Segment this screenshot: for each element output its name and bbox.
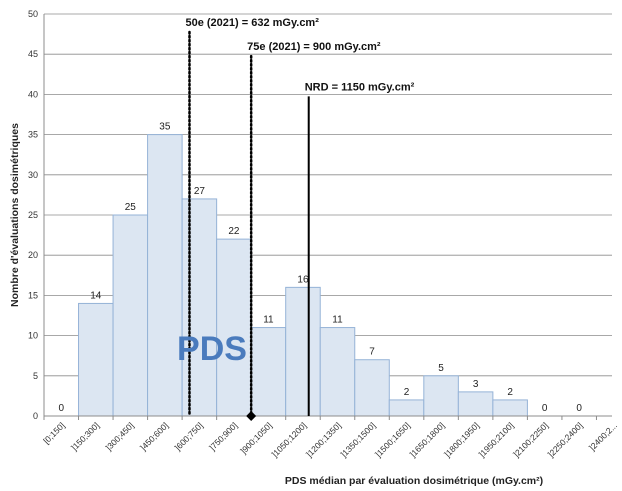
- bar: [112, 214, 149, 417]
- y-tick-label: 25: [28, 210, 38, 220]
- x-tick-label: ]450;600]: [138, 420, 170, 452]
- data-label: 0: [542, 403, 548, 414]
- x-tick-label: ]150;300]: [69, 420, 101, 452]
- bar: [147, 134, 183, 417]
- x-tick-label: ]600;750]: [173, 420, 205, 452]
- data-label: 2: [507, 387, 513, 398]
- x-tick-label: ]2400;2...: [587, 420, 619, 452]
- reference-label: NRD = 1150 mGy.cm²: [305, 81, 415, 93]
- y-tick-label: 40: [28, 89, 38, 99]
- data-label: 3: [473, 379, 479, 390]
- x-tick-label: ]900;1050]: [238, 420, 273, 455]
- x-tick-label: ]1050;1200]: [270, 420, 309, 459]
- reference-label: 75e (2021) = 900 mGy.cm²: [247, 41, 381, 53]
- bar: [354, 359, 390, 417]
- data-label: 16: [297, 274, 309, 285]
- data-label: 0: [576, 403, 582, 414]
- overlay-text: PDS: [177, 330, 247, 368]
- y-tick-label: 15: [28, 290, 38, 300]
- x-tick-label: ]2250;2400]: [546, 420, 585, 459]
- data-label: 35: [159, 122, 171, 133]
- data-label: 11: [332, 315, 343, 326]
- x-tick-label: ]1950;2100]: [477, 420, 516, 459]
- bar: [457, 391, 494, 417]
- y-tick-label: 0: [33, 411, 38, 421]
- x-tick-label: ]1350;1500]: [339, 420, 378, 459]
- data-label: 14: [90, 290, 102, 301]
- x-tick-label: ]1500;1650]: [373, 420, 412, 459]
- x-tick-label: ]2100;2250]: [511, 420, 550, 459]
- x-tick-label: ]1200;1350]: [304, 420, 343, 459]
- bar: [319, 327, 356, 417]
- bar: [181, 198, 218, 417]
- bar: [423, 375, 459, 417]
- x-tick-label: ]1650;1800]: [408, 420, 447, 459]
- y-tick-label: 10: [28, 331, 38, 341]
- diamond-marker: [246, 411, 257, 421]
- data-label: 7: [369, 347, 375, 358]
- bar: [492, 399, 528, 417]
- reference-label: 50e (2021) = 632 mGy.cm²: [185, 17, 319, 29]
- x-tick-label: ]1800;1950]: [442, 420, 481, 459]
- y-tick-label: 35: [28, 130, 38, 140]
- y-tick-label: 50: [28, 9, 38, 19]
- y-tick-label: 30: [28, 170, 38, 180]
- x-tick-label: ]750;900]: [207, 420, 239, 452]
- axes: [43, 14, 612, 420]
- x-tick-label: ]300;450]: [104, 420, 136, 452]
- x-tick-label: [0;150]: [41, 420, 66, 445]
- annotations: 50e (2021) = 632 mGy.cm² 75e (2021) = 900…: [177, 17, 415, 421]
- bar: [388, 399, 425, 417]
- y-tick-label: 5: [33, 371, 38, 381]
- data-label: 5: [438, 363, 444, 374]
- bar: [78, 302, 114, 417]
- x-axis-title: PDS médian par évaluation dosimétrique (…: [285, 475, 543, 487]
- data-label: 11: [263, 315, 274, 326]
- y-tick-label: 45: [28, 49, 38, 59]
- data-label: 0: [58, 403, 64, 414]
- data-label: 22: [228, 226, 240, 237]
- y-tick-label: 20: [28, 250, 38, 260]
- bar: [285, 286, 321, 417]
- data-label: 25: [125, 202, 137, 213]
- data-label: 27: [194, 186, 206, 197]
- bar: [216, 238, 252, 417]
- data-label: 2: [404, 387, 410, 398]
- bar: [250, 327, 287, 417]
- y-axis-title: Nombre d'évaluations dosimétriques: [9, 123, 21, 307]
